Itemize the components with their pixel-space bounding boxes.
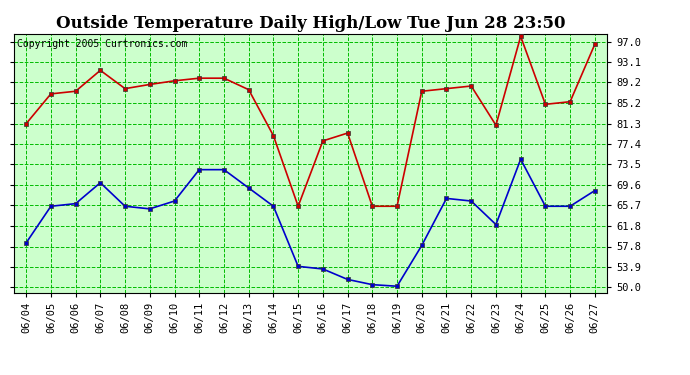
Title: Outside Temperature Daily High/Low Tue Jun 28 23:50: Outside Temperature Daily High/Low Tue J…: [56, 15, 565, 32]
Text: Copyright 2005 Curtronics.com: Copyright 2005 Curtronics.com: [17, 39, 187, 49]
